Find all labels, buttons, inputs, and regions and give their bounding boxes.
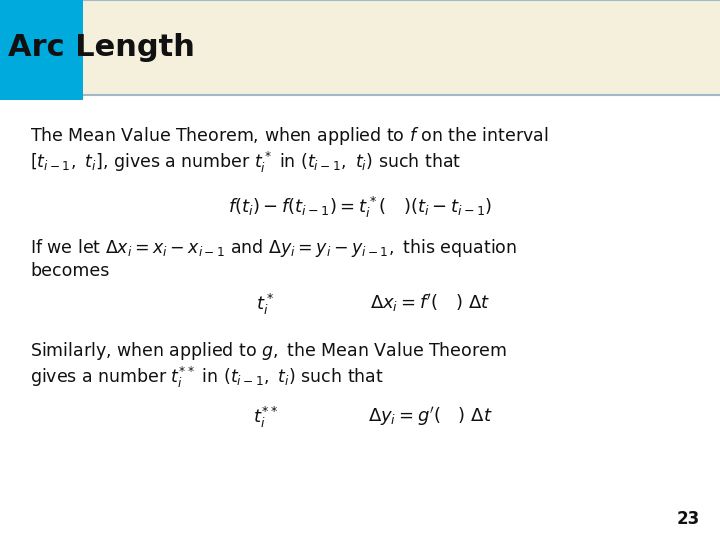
- Text: becomes: becomes: [30, 262, 109, 280]
- Text: Arc Length: Arc Length: [8, 33, 195, 62]
- Bar: [0, 0, 720, 95]
- Text: If we let $\Delta x_i = x_i - x_{i-1}$ and $\Delta y_i = y_i - y_{i-1},$ this eq: If we let $\Delta x_i = x_i - x_{i-1}$ a…: [30, 237, 517, 259]
- Text: $f(t_i) - f(t_{i-1}) =t_i^*(\quad ) (t_i - t_{i-1})$: $f(t_i) - f(t_{i-1}) =t_i^*(\quad ) (t_i…: [228, 195, 492, 220]
- Text: $[t_{i-1},\ t_i]$, gives a number $t_i^*$ in $(t_{i-1},\ t_i)$ such that: $[t_{i-1},\ t_i]$, gives a number $t_i^*…: [30, 150, 461, 175]
- Bar: [0, 0, 83, 100]
- Text: $t_i^*$: $t_i^*$: [256, 292, 274, 317]
- Text: The Mean Value Theorem, when applied to $f$ on the interval: The Mean Value Theorem, when applied to …: [30, 125, 549, 147]
- Text: Similarly, when applied to $g,$ the Mean Value Theorem: Similarly, when applied to $g,$ the Mean…: [30, 340, 507, 362]
- Text: $t_i^{**}$: $t_i^{**}$: [253, 405, 277, 430]
- Text: $\Delta y_i = g'(\quad )\ \Delta t$: $\Delta y_i = g'(\quad )\ \Delta t$: [368, 405, 492, 428]
- Text: gives a number $t_i^{**}$ in $(t_{i-1},\ t_i)$ such that: gives a number $t_i^{**}$ in $(t_{i-1},\…: [30, 365, 384, 390]
- Text: $\Delta x_i = f'(\quad )\ \Delta t$: $\Delta x_i = f'(\quad )\ \Delta t$: [370, 292, 490, 314]
- Text: 23: 23: [677, 510, 700, 528]
